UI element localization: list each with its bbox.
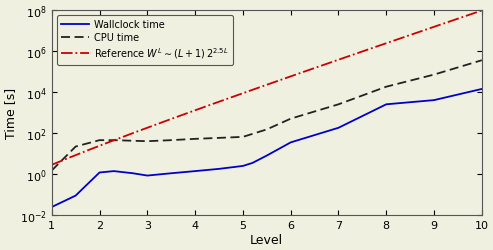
CPU time (288, 118, 294, 121)
Legend: Wallclock time, CPU time, Reference $W^L \sim (L+1)\,2^{2.5L}$: Wallclock time, CPU time, Reference $W^L… (57, 16, 233, 66)
X-axis label: Level: Level (250, 233, 283, 246)
Wallclock time (336, 127, 342, 130)
Reference $W^L \sim (L+1)\,2^{2.5L}$ (163, 120, 169, 123)
Wallclock time (479, 88, 485, 91)
Reference $W^L \sim (L+1)\,2^{2.5L}$ (458, 17, 463, 20)
CPU time (240, 136, 246, 139)
CPU time (192, 138, 198, 141)
CPU time (97, 139, 103, 142)
CPU time (49, 169, 55, 172)
CPU time (431, 74, 437, 77)
Wallclock time (168, 172, 174, 175)
Reference $W^L \sim (L+1)\,2^{2.5L}$ (129, 132, 135, 136)
CPU time (144, 140, 150, 143)
Line: Wallclock time: Wallclock time (52, 90, 482, 207)
CPU time (336, 104, 342, 106)
CPU time (130, 140, 136, 143)
Wallclock time (130, 172, 136, 175)
Wallclock time (192, 170, 198, 173)
CPU time (111, 139, 117, 142)
Line: CPU time: CPU time (52, 61, 482, 171)
Wallclock time (49, 206, 55, 209)
Wallclock time (240, 165, 246, 168)
Reference $W^L \sim (L+1)\,2^{2.5L}$ (49, 164, 55, 167)
CPU time (72, 146, 78, 148)
CPU time (383, 86, 389, 89)
Line: Reference $W^L \sim (L+1)\,2^{2.5L}$: Reference $W^L \sim (L+1)\,2^{2.5L}$ (52, 12, 482, 165)
Wallclock time (144, 174, 150, 177)
Y-axis label: Time [s]: Time [s] (4, 88, 17, 138)
Wallclock time (264, 154, 270, 158)
Wallclock time (249, 162, 255, 165)
Wallclock time (97, 171, 103, 174)
CPU time (216, 137, 222, 140)
Wallclock time (288, 141, 294, 144)
Reference $W^L \sim (L+1)\,2^{2.5L}$ (75, 153, 81, 156)
Reference $W^L \sim (L+1)\,2^{2.5L}$ (442, 22, 448, 26)
Wallclock time (216, 168, 222, 171)
CPU time (479, 60, 485, 62)
CPU time (264, 128, 270, 132)
Wallclock time (111, 170, 117, 173)
Wallclock time (431, 99, 437, 102)
Wallclock time (72, 194, 78, 197)
Wallclock time (383, 104, 389, 106)
Reference $W^L \sim (L+1)\,2^{2.5L}$ (479, 10, 485, 13)
CPU time (168, 139, 174, 142)
Reference $W^L \sim (L+1)\,2^{2.5L}$ (66, 156, 72, 160)
